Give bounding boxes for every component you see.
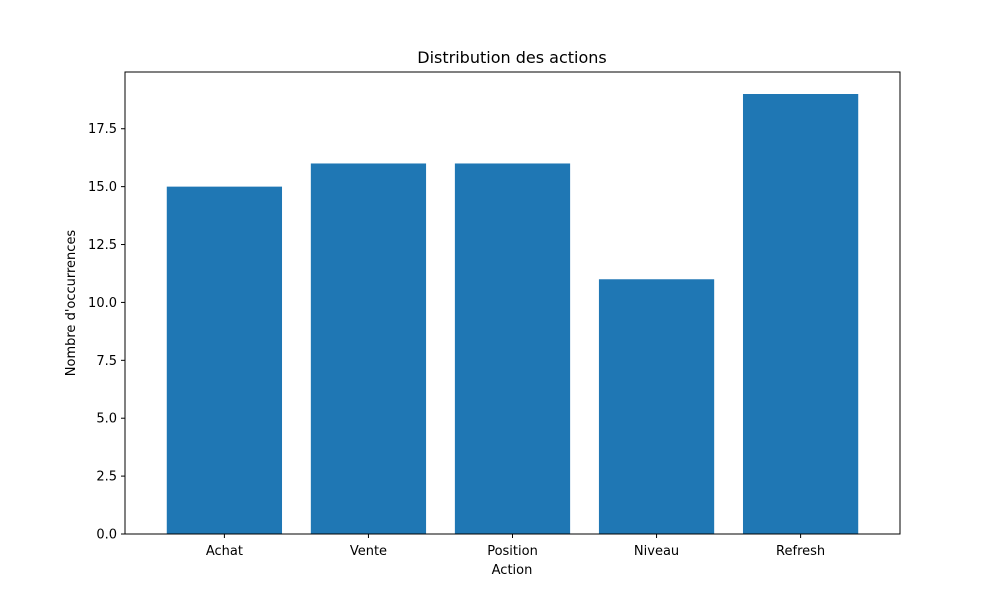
bar-niveau <box>598 279 715 534</box>
x-tick-label: Position <box>487 544 538 559</box>
y-tick-label: 0.0 <box>96 528 117 543</box>
y-axis: 0.0 2.5 5.0 7.5 10.0 12.5 15.0 17.5 <box>88 122 125 543</box>
y-tick-label: 15.0 <box>88 180 117 195</box>
x-tick-label: Vente <box>350 544 387 559</box>
y-tick-label: 10.0 <box>88 296 117 311</box>
y-axis-label: Nombre d'occurrences <box>64 230 79 377</box>
x-tick-label: Achat <box>206 544 243 559</box>
bar-position <box>454 163 571 534</box>
x-tick-label: Niveau <box>634 544 679 559</box>
x-axis: Achat Vente Position Niveau Refresh <box>206 534 825 559</box>
chart-title: Distribution des actions <box>417 48 606 67</box>
bar-achat <box>166 186 283 534</box>
y-tick-label: 17.5 <box>88 122 117 137</box>
x-axis-label: Action <box>492 563 533 578</box>
x-tick-label: Refresh <box>776 544 825 559</box>
bars-group <box>166 94 859 534</box>
y-tick-label: 7.5 <box>96 354 117 369</box>
bar-refresh <box>742 94 859 534</box>
bar-vente <box>310 163 427 534</box>
y-tick-label: 2.5 <box>96 470 117 485</box>
y-tick-label: 12.5 <box>88 238 117 253</box>
y-tick-label: 5.0 <box>96 412 117 427</box>
plot-frame <box>124 71 901 535</box>
